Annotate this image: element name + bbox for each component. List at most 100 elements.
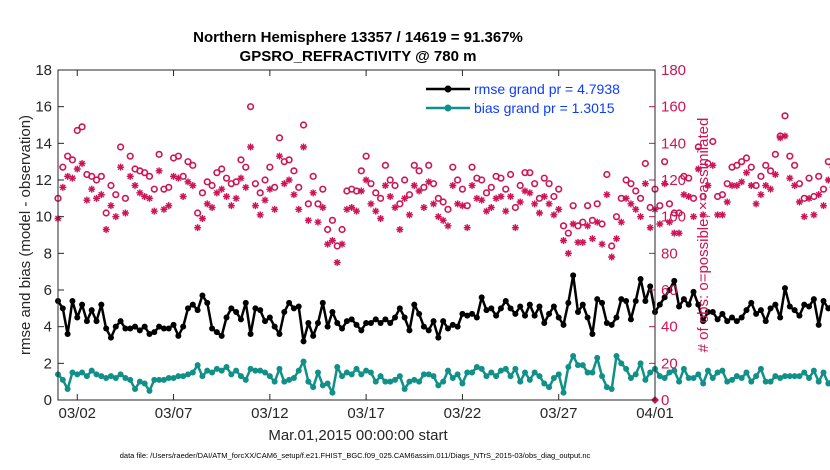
data-point xyxy=(74,314,81,321)
obs-assimilated-point xyxy=(126,172,134,180)
obs-possible-point xyxy=(747,163,755,171)
obs-possible-point xyxy=(531,180,539,188)
data-point xyxy=(127,325,134,332)
data-point xyxy=(753,310,760,317)
obs-possible-point xyxy=(203,178,211,186)
data-point xyxy=(743,307,750,314)
obs-assimilated-point xyxy=(266,185,274,193)
data-point xyxy=(579,362,586,369)
data-point xyxy=(184,305,191,312)
obs-assimilated-point xyxy=(617,218,625,226)
obs-assimilated-point xyxy=(569,220,577,228)
obs-assimilated-point xyxy=(795,198,803,206)
y-tick-label: 6 xyxy=(44,282,52,299)
obs-possible-point xyxy=(213,169,221,177)
data-point xyxy=(88,367,95,374)
data-point xyxy=(59,376,66,383)
data-point xyxy=(796,373,803,380)
data-point xyxy=(189,301,196,308)
obs-possible-point xyxy=(376,194,385,202)
legend: rmse grand pr = 4.7938 bias grand pr = 1… xyxy=(426,81,620,116)
obs-possible-point xyxy=(579,218,587,226)
obs-possible-point xyxy=(819,185,828,193)
data-point xyxy=(271,323,278,330)
data-point xyxy=(478,365,485,372)
obs-assimilated-point xyxy=(492,194,500,202)
x-tick-label: 03/27 xyxy=(540,405,578,422)
obs-assimilated-point xyxy=(762,182,770,189)
data-point xyxy=(151,329,158,336)
data-point xyxy=(594,354,601,361)
data-point xyxy=(483,373,490,380)
obs-assimilated-point xyxy=(353,207,360,215)
obs-possible-point xyxy=(526,169,534,177)
obs-possible-point xyxy=(198,189,207,197)
obs-assimilated-point xyxy=(555,205,563,213)
obs-possible-point xyxy=(299,121,308,129)
obs-assimilated-point xyxy=(665,218,673,226)
obs-assimilated-point xyxy=(174,174,182,182)
data-point xyxy=(781,373,788,380)
obs-assimilated-point xyxy=(458,202,466,210)
obs-possible-point xyxy=(593,200,601,208)
data-point xyxy=(266,373,273,380)
data-point xyxy=(680,365,687,372)
obs-assimilated-point xyxy=(189,182,197,189)
y2-tick-label: 0 xyxy=(661,392,669,409)
data-point xyxy=(233,309,240,315)
obs-assimilated-point xyxy=(685,193,693,200)
data-point xyxy=(801,301,808,308)
data-point xyxy=(733,373,740,380)
y-axis-label: rmse and bias (model - observation) xyxy=(17,115,34,355)
data-point xyxy=(204,367,211,374)
data-point xyxy=(218,332,225,339)
data-point xyxy=(555,314,562,321)
obs-assimilated-point xyxy=(367,200,375,208)
data-point xyxy=(594,296,601,303)
data-point xyxy=(526,376,533,383)
data-point xyxy=(661,294,668,301)
data-point xyxy=(478,294,485,301)
data-point xyxy=(242,299,249,306)
obs-possible-point xyxy=(246,103,255,111)
data-point xyxy=(83,373,90,380)
obs-possible-point xyxy=(449,163,457,171)
data-point xyxy=(550,303,557,310)
obs-assimilated-point xyxy=(150,207,158,215)
obs-assimilated-point xyxy=(285,176,293,184)
obs-assimilated-point xyxy=(223,193,231,200)
data-point xyxy=(348,316,355,323)
data-point xyxy=(820,298,827,304)
obs-possible-point xyxy=(420,183,428,191)
y-tick-label: 2 xyxy=(44,355,52,372)
data-point xyxy=(560,389,567,396)
obs-possible-point xyxy=(126,152,134,160)
obs-assimilated-point xyxy=(227,202,235,210)
data-point xyxy=(719,367,726,374)
y2-tick-label: 120 xyxy=(661,172,686,189)
obs-assimilated-point xyxy=(820,202,828,210)
obs-possible-point xyxy=(328,216,337,224)
obs-possible-point xyxy=(242,163,250,171)
data-point xyxy=(305,378,312,385)
data-point xyxy=(358,371,365,378)
obs-possible-point xyxy=(636,194,645,202)
data-point xyxy=(497,367,504,374)
data-point xyxy=(791,373,798,380)
data-point xyxy=(64,386,71,392)
data-point xyxy=(632,371,639,378)
y-tick-label: 14 xyxy=(35,135,52,152)
data-point xyxy=(228,371,235,378)
data-point xyxy=(825,305,830,312)
obs-assimilated-point xyxy=(810,211,818,219)
obs-assimilated-point xyxy=(160,205,168,213)
data-point xyxy=(464,312,471,319)
data-point xyxy=(637,360,644,367)
data-point xyxy=(314,369,321,376)
data-point xyxy=(584,314,591,321)
obs-possible-point xyxy=(656,202,664,210)
obs-possible-point xyxy=(357,167,365,175)
obs-assimilated-point xyxy=(213,189,221,197)
data-point xyxy=(262,369,269,376)
data-point xyxy=(444,367,451,374)
